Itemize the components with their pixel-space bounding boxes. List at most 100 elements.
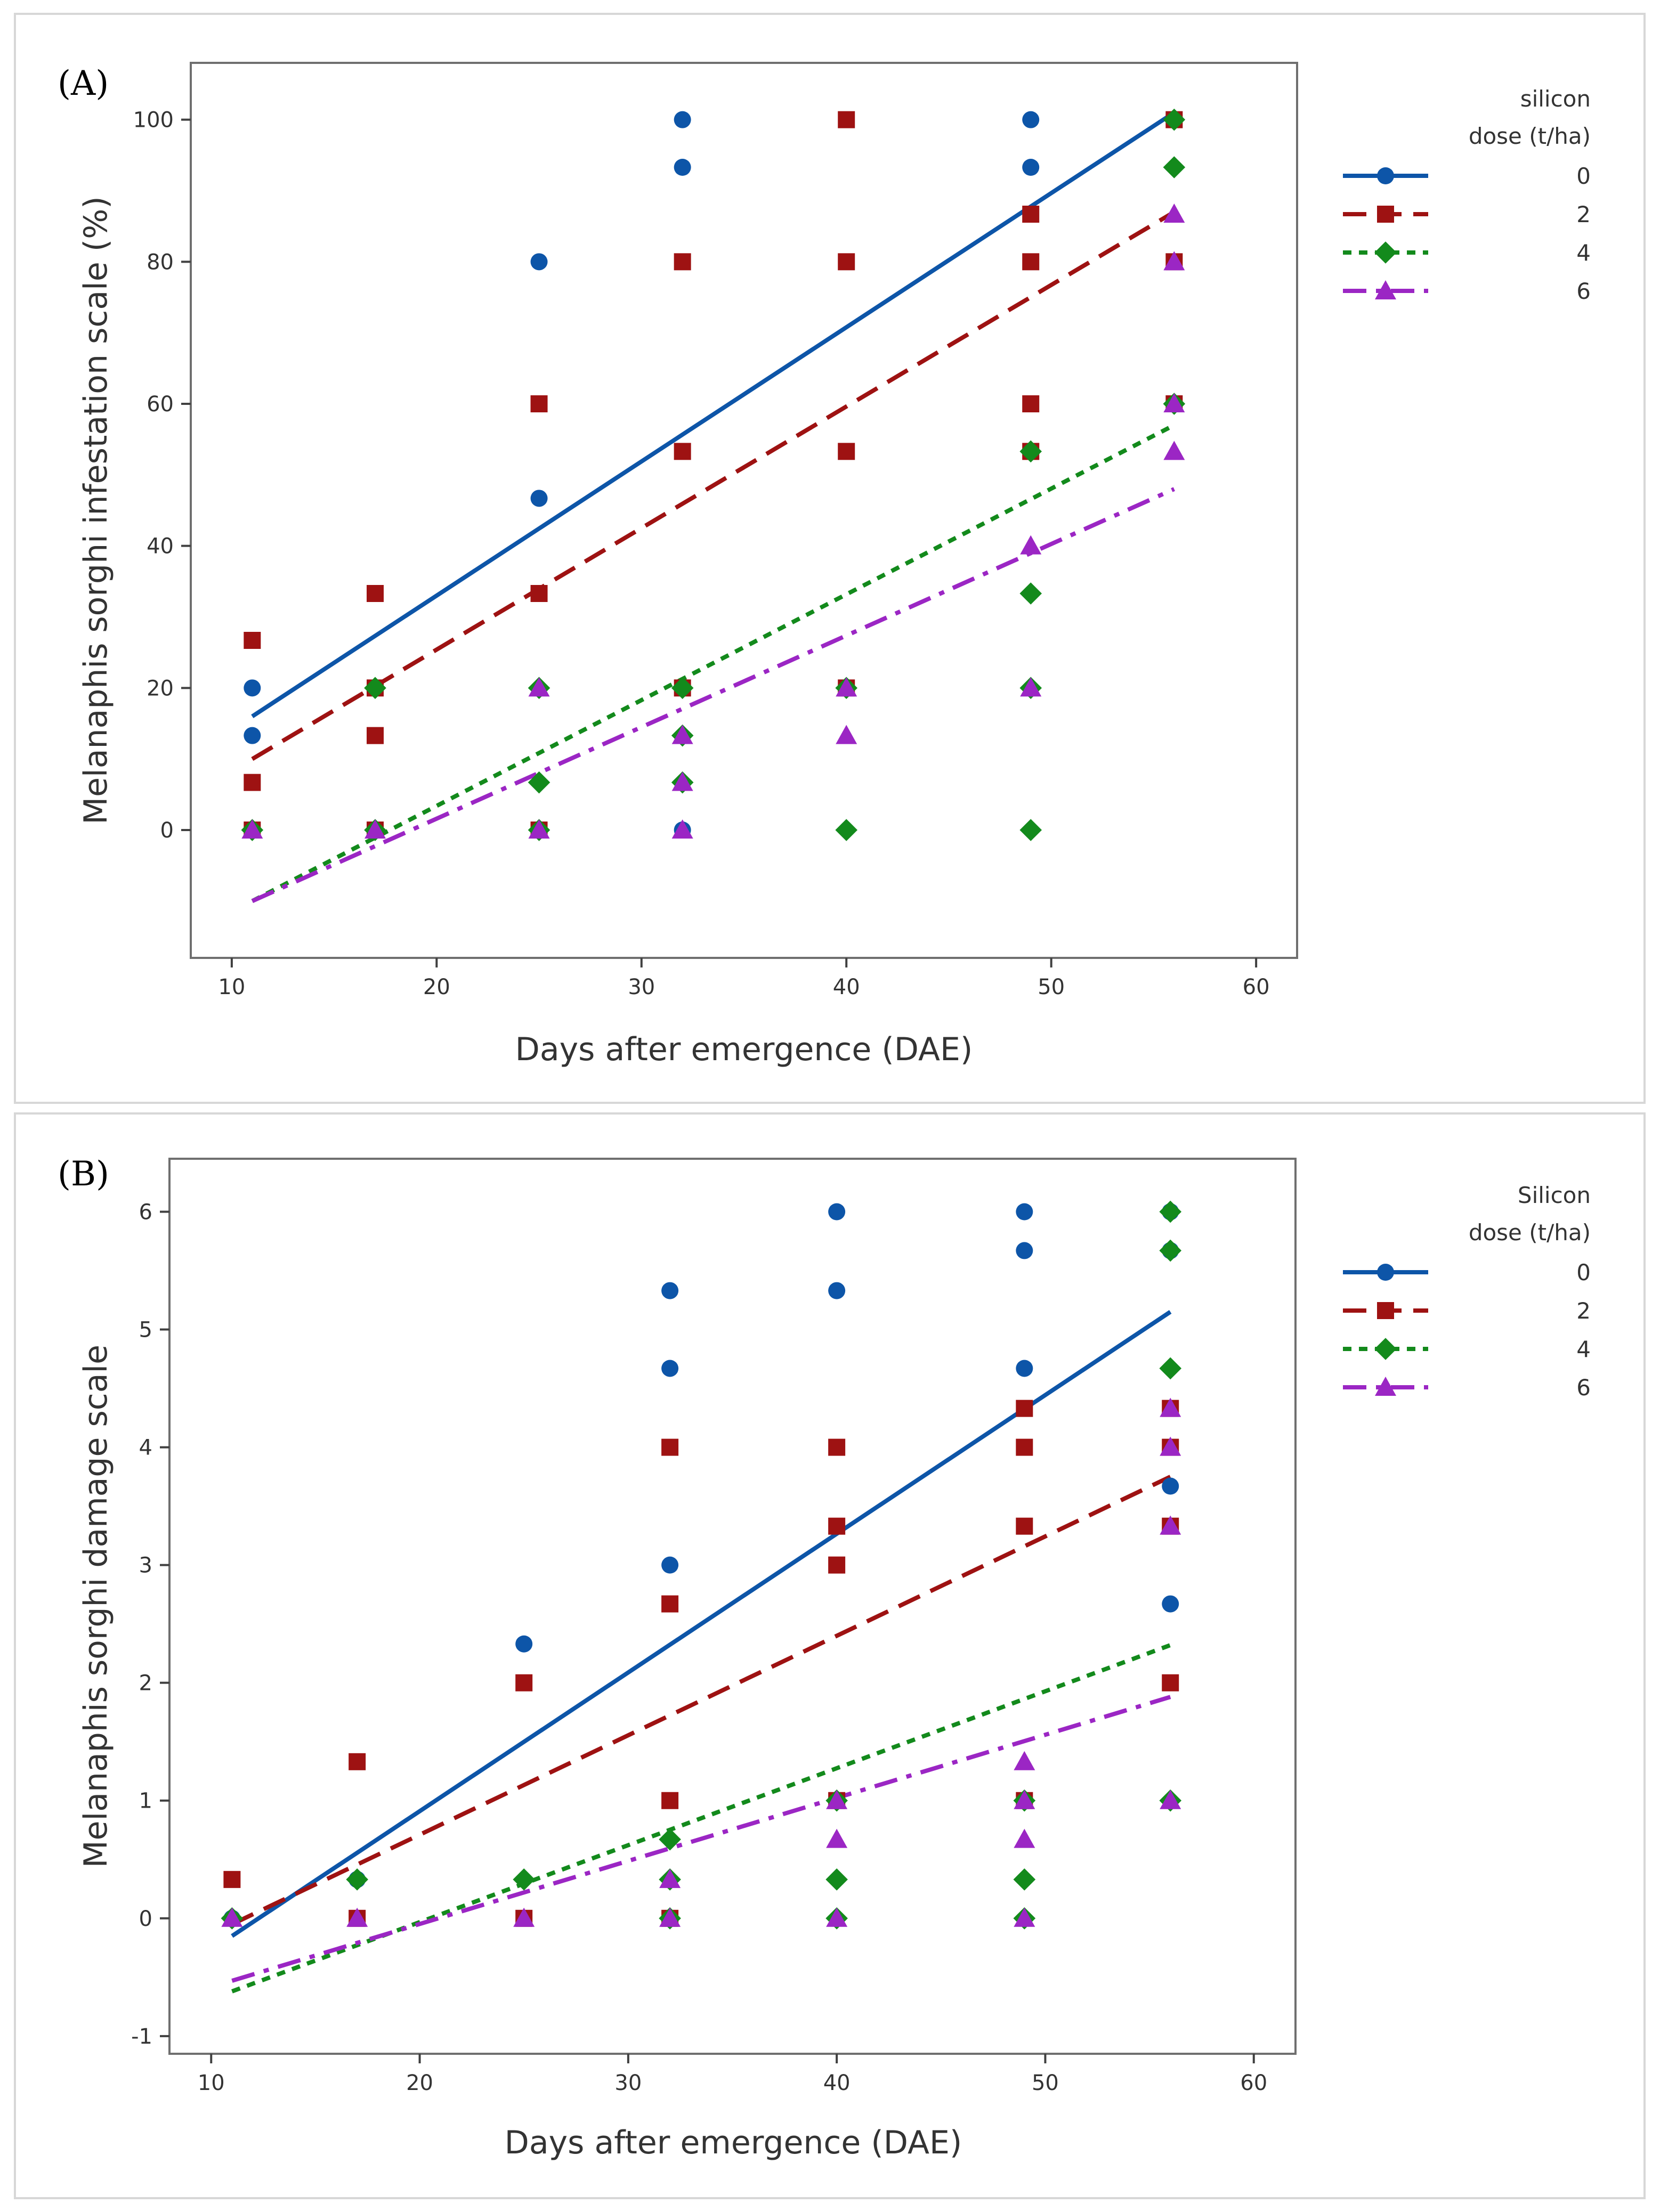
y-tick-label: 0 (139, 1907, 152, 1931)
series-2-point (838, 111, 855, 128)
series-6-point (671, 725, 693, 744)
series-0-point (828, 1282, 846, 1299)
panel-a: (A) Days after emergence (DAE) Melanaphi… (14, 13, 1646, 1104)
panel-b-y-axis-label: Melanaphis sorghi damage scale (77, 1345, 115, 1868)
series-0-point (1022, 111, 1040, 128)
series-6-point (826, 1907, 848, 1927)
series-2-point (674, 443, 691, 460)
series-0-point (1162, 1595, 1179, 1613)
panel-a-x-axis-label: Days after emergence (DAE) (515, 1031, 973, 1068)
series-2-point (1022, 395, 1040, 412)
x-tick-label: 50 (1032, 2071, 1059, 2095)
series-2-point (367, 727, 384, 744)
x-tick-label: 40 (823, 2071, 851, 2095)
series-2-point (1016, 1517, 1033, 1535)
panel-a-legend-title-line1: silicon (1520, 86, 1591, 112)
series-6-point (1160, 1397, 1181, 1417)
series-0-point (661, 1360, 679, 1377)
series-4-point (1019, 582, 1042, 605)
series-4-point (364, 677, 386, 700)
series-4-point (659, 1828, 681, 1851)
legend-6-label: 6 (1576, 1375, 1591, 1401)
legend-2-label: 2 (1576, 201, 1591, 227)
x-tick-label: 20 (406, 2071, 433, 2095)
series-4-point (1159, 1200, 1182, 1223)
series-4-fit-line (251, 423, 1176, 903)
series-0-point (674, 111, 691, 128)
series-2-point (530, 395, 548, 412)
legend-0-marker (1377, 1264, 1394, 1281)
legend-4-label: 4 (1576, 240, 1591, 266)
y-tick-label: 40 (147, 534, 174, 559)
series-6-point (1014, 1751, 1035, 1770)
panel-b-legend-title-line2: dose (t/ha) (1469, 1219, 1591, 1246)
series-4-point (835, 819, 858, 841)
series-2-point (349, 1753, 366, 1770)
series-6-point (671, 771, 693, 791)
x-tick-label: 20 (423, 975, 450, 999)
series-0-point (1016, 1360, 1033, 1377)
series-2-point (838, 253, 855, 271)
series-6-point (513, 1907, 535, 1927)
y-tick-label: 6 (139, 1200, 152, 1224)
legend-2-label: 2 (1576, 1298, 1591, 1324)
legend-0-label: 0 (1576, 163, 1591, 189)
series-2-point (828, 1517, 846, 1535)
series-4-point (671, 677, 694, 700)
x-tick-label: 60 (1240, 2071, 1267, 2095)
legend-6-marker (1375, 280, 1396, 299)
series-6-point (1020, 677, 1042, 697)
legend-4-marker (1374, 241, 1397, 264)
y-tick-label: 60 (147, 392, 174, 417)
series-2-point (838, 443, 855, 460)
series-6-point (1163, 204, 1185, 223)
series-4-point (825, 1868, 848, 1891)
series-2-point (674, 253, 691, 271)
series-4-point (1159, 1357, 1182, 1380)
y-tick-label: 2 (139, 1671, 152, 1696)
series-2-point (244, 632, 261, 649)
series-4-point (528, 771, 550, 794)
legend-0-marker (1377, 167, 1394, 184)
series-6-point (1160, 1515, 1181, 1535)
series-6-point (1160, 1790, 1181, 1809)
series-0-point (661, 1282, 679, 1299)
legend-2-marker (1377, 1302, 1394, 1319)
series-6-point (1014, 1790, 1035, 1809)
series-6-point (528, 677, 550, 697)
series-4-point (346, 1868, 368, 1891)
legend-6-label: 6 (1576, 278, 1591, 304)
panel-a-label: (A) (58, 64, 109, 103)
series-2-point (367, 585, 384, 602)
panel-a-legend: silicon dose (t/ha) (1469, 86, 1591, 149)
x-tick-label: 40 (833, 975, 860, 999)
series-6-fit-line (231, 1695, 1171, 1983)
series-4-point (1159, 1239, 1182, 1262)
series-6-point (826, 1790, 848, 1809)
series-0-point (530, 253, 548, 271)
series-0-fit-line (251, 110, 1176, 719)
x-tick-label: 30 (628, 975, 655, 999)
panel-b-legend-title-line1: Silicon (1518, 1182, 1591, 1208)
series-6-point (528, 819, 550, 839)
series-4-point (1163, 108, 1186, 131)
series-4-point (1163, 156, 1186, 178)
y-tick-label: 80 (147, 250, 174, 274)
series-0-point (661, 1556, 679, 1574)
series-2-point (223, 1871, 241, 1888)
series-6-point (836, 725, 857, 744)
legend-0-label: 0 (1576, 1259, 1591, 1286)
series-2-point (828, 1556, 846, 1574)
series-6-point (1160, 1436, 1181, 1456)
series-4-point (513, 1868, 536, 1891)
series-2-point (1022, 253, 1040, 271)
series-0-point (1162, 1477, 1179, 1495)
y-tick-label: 100 (133, 108, 174, 133)
series-0-point (244, 727, 261, 744)
series-6-point (1014, 1828, 1035, 1848)
series-2-point (1016, 1400, 1033, 1417)
x-tick-label: 10 (198, 2071, 225, 2095)
series-6-point (1020, 535, 1042, 555)
series-6-point (836, 677, 857, 697)
series-2-point (661, 1438, 679, 1456)
